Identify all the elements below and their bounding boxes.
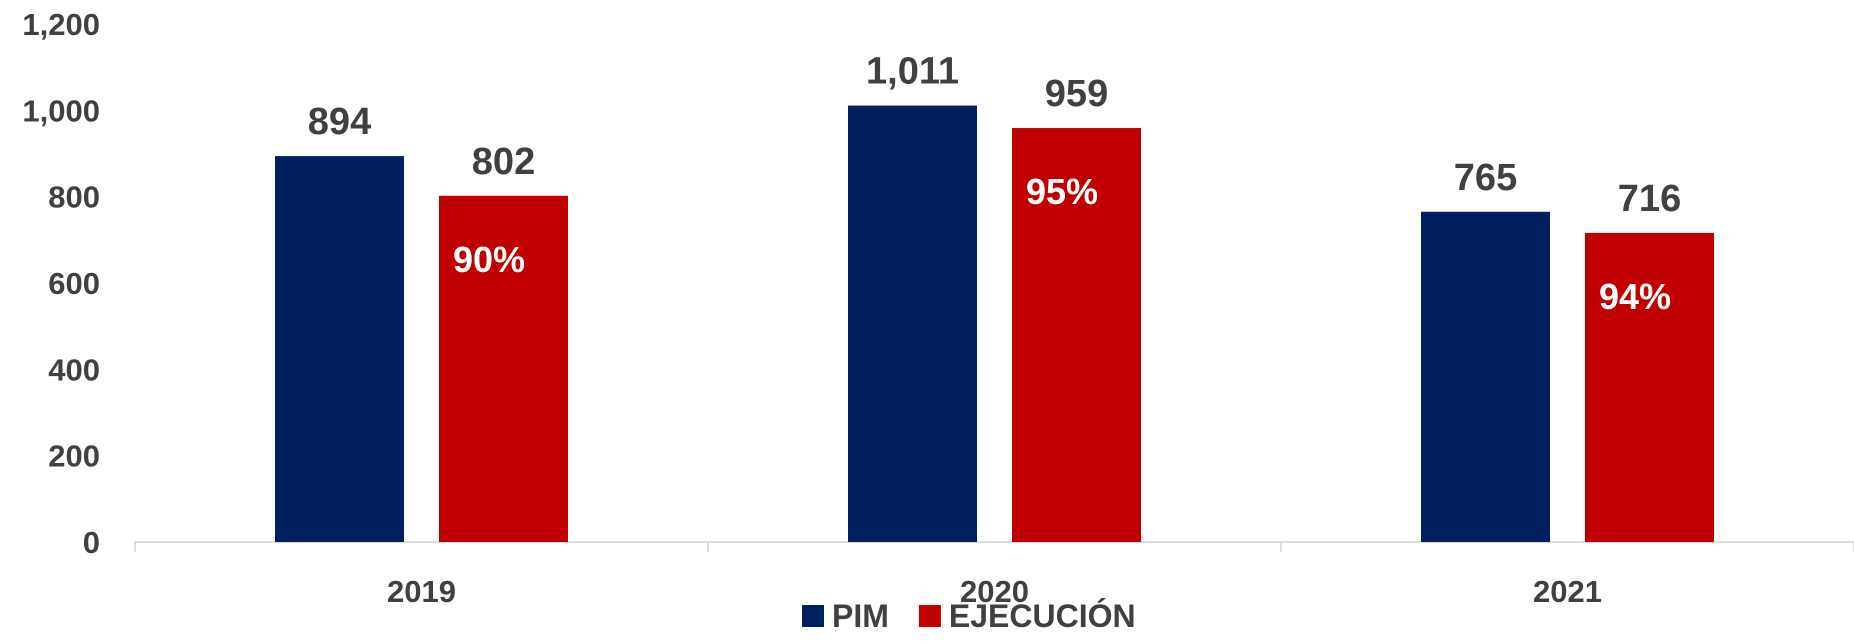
data-label: 802 bbox=[472, 141, 535, 183]
bars bbox=[275, 105, 1714, 543]
y-tick-label: 1,200 bbox=[22, 7, 100, 42]
legend-swatch-ejecuci-n bbox=[918, 605, 941, 627]
y-tick-label: 800 bbox=[48, 180, 100, 215]
x-tick-label: 2021 bbox=[1533, 574, 1602, 609]
data-label: 765 bbox=[1454, 157, 1517, 199]
legend-label[interactable]: EJECUCIÓN bbox=[949, 598, 1136, 634]
y-tick-label: 200 bbox=[48, 439, 100, 474]
percent-label: 94% bbox=[1599, 276, 1671, 317]
y-tick-label: 0 bbox=[83, 525, 100, 560]
legend[interactable]: PIM EJECUCIÓN bbox=[802, 598, 1136, 634]
x-axis bbox=[134, 541, 1854, 552]
bar-pim-2020 bbox=[848, 105, 977, 543]
percent-label: 90% bbox=[453, 239, 525, 280]
x-tick-label: 2020 bbox=[960, 574, 1029, 609]
y-tick-label: 600 bbox=[48, 266, 100, 301]
bar-ejecuci-n-2021 bbox=[1585, 232, 1714, 542]
y-tick-label: 400 bbox=[48, 352, 100, 387]
data-label: 894 bbox=[308, 101, 371, 143]
legend-label[interactable]: PIM bbox=[832, 598, 889, 634]
bar-ejecuci-n-2020 bbox=[1012, 128, 1141, 542]
y-axis-labels: 0 200 400 600 800 1,000 1,200 bbox=[22, 7, 100, 560]
data-label: 1,011 bbox=[866, 51, 959, 93]
data-label: 959 bbox=[1045, 73, 1108, 115]
bar-ejecuci-n-2019 bbox=[439, 195, 568, 542]
y-tick-label: 1,000 bbox=[22, 93, 100, 128]
bar-pim-2021 bbox=[1421, 211, 1550, 542]
bar-pim-2019 bbox=[275, 156, 404, 542]
x-tick-label: 2019 bbox=[387, 574, 456, 609]
legend-swatch-pim bbox=[802, 605, 824, 627]
category-labels: 2019 2020 2021 bbox=[387, 574, 1602, 609]
value-labels: 894 802 90% 1,011 959 95% 765 716 94% bbox=[308, 51, 1681, 317]
data-label: 716 bbox=[1618, 178, 1681, 220]
percent-label: 95% bbox=[1026, 171, 1098, 212]
